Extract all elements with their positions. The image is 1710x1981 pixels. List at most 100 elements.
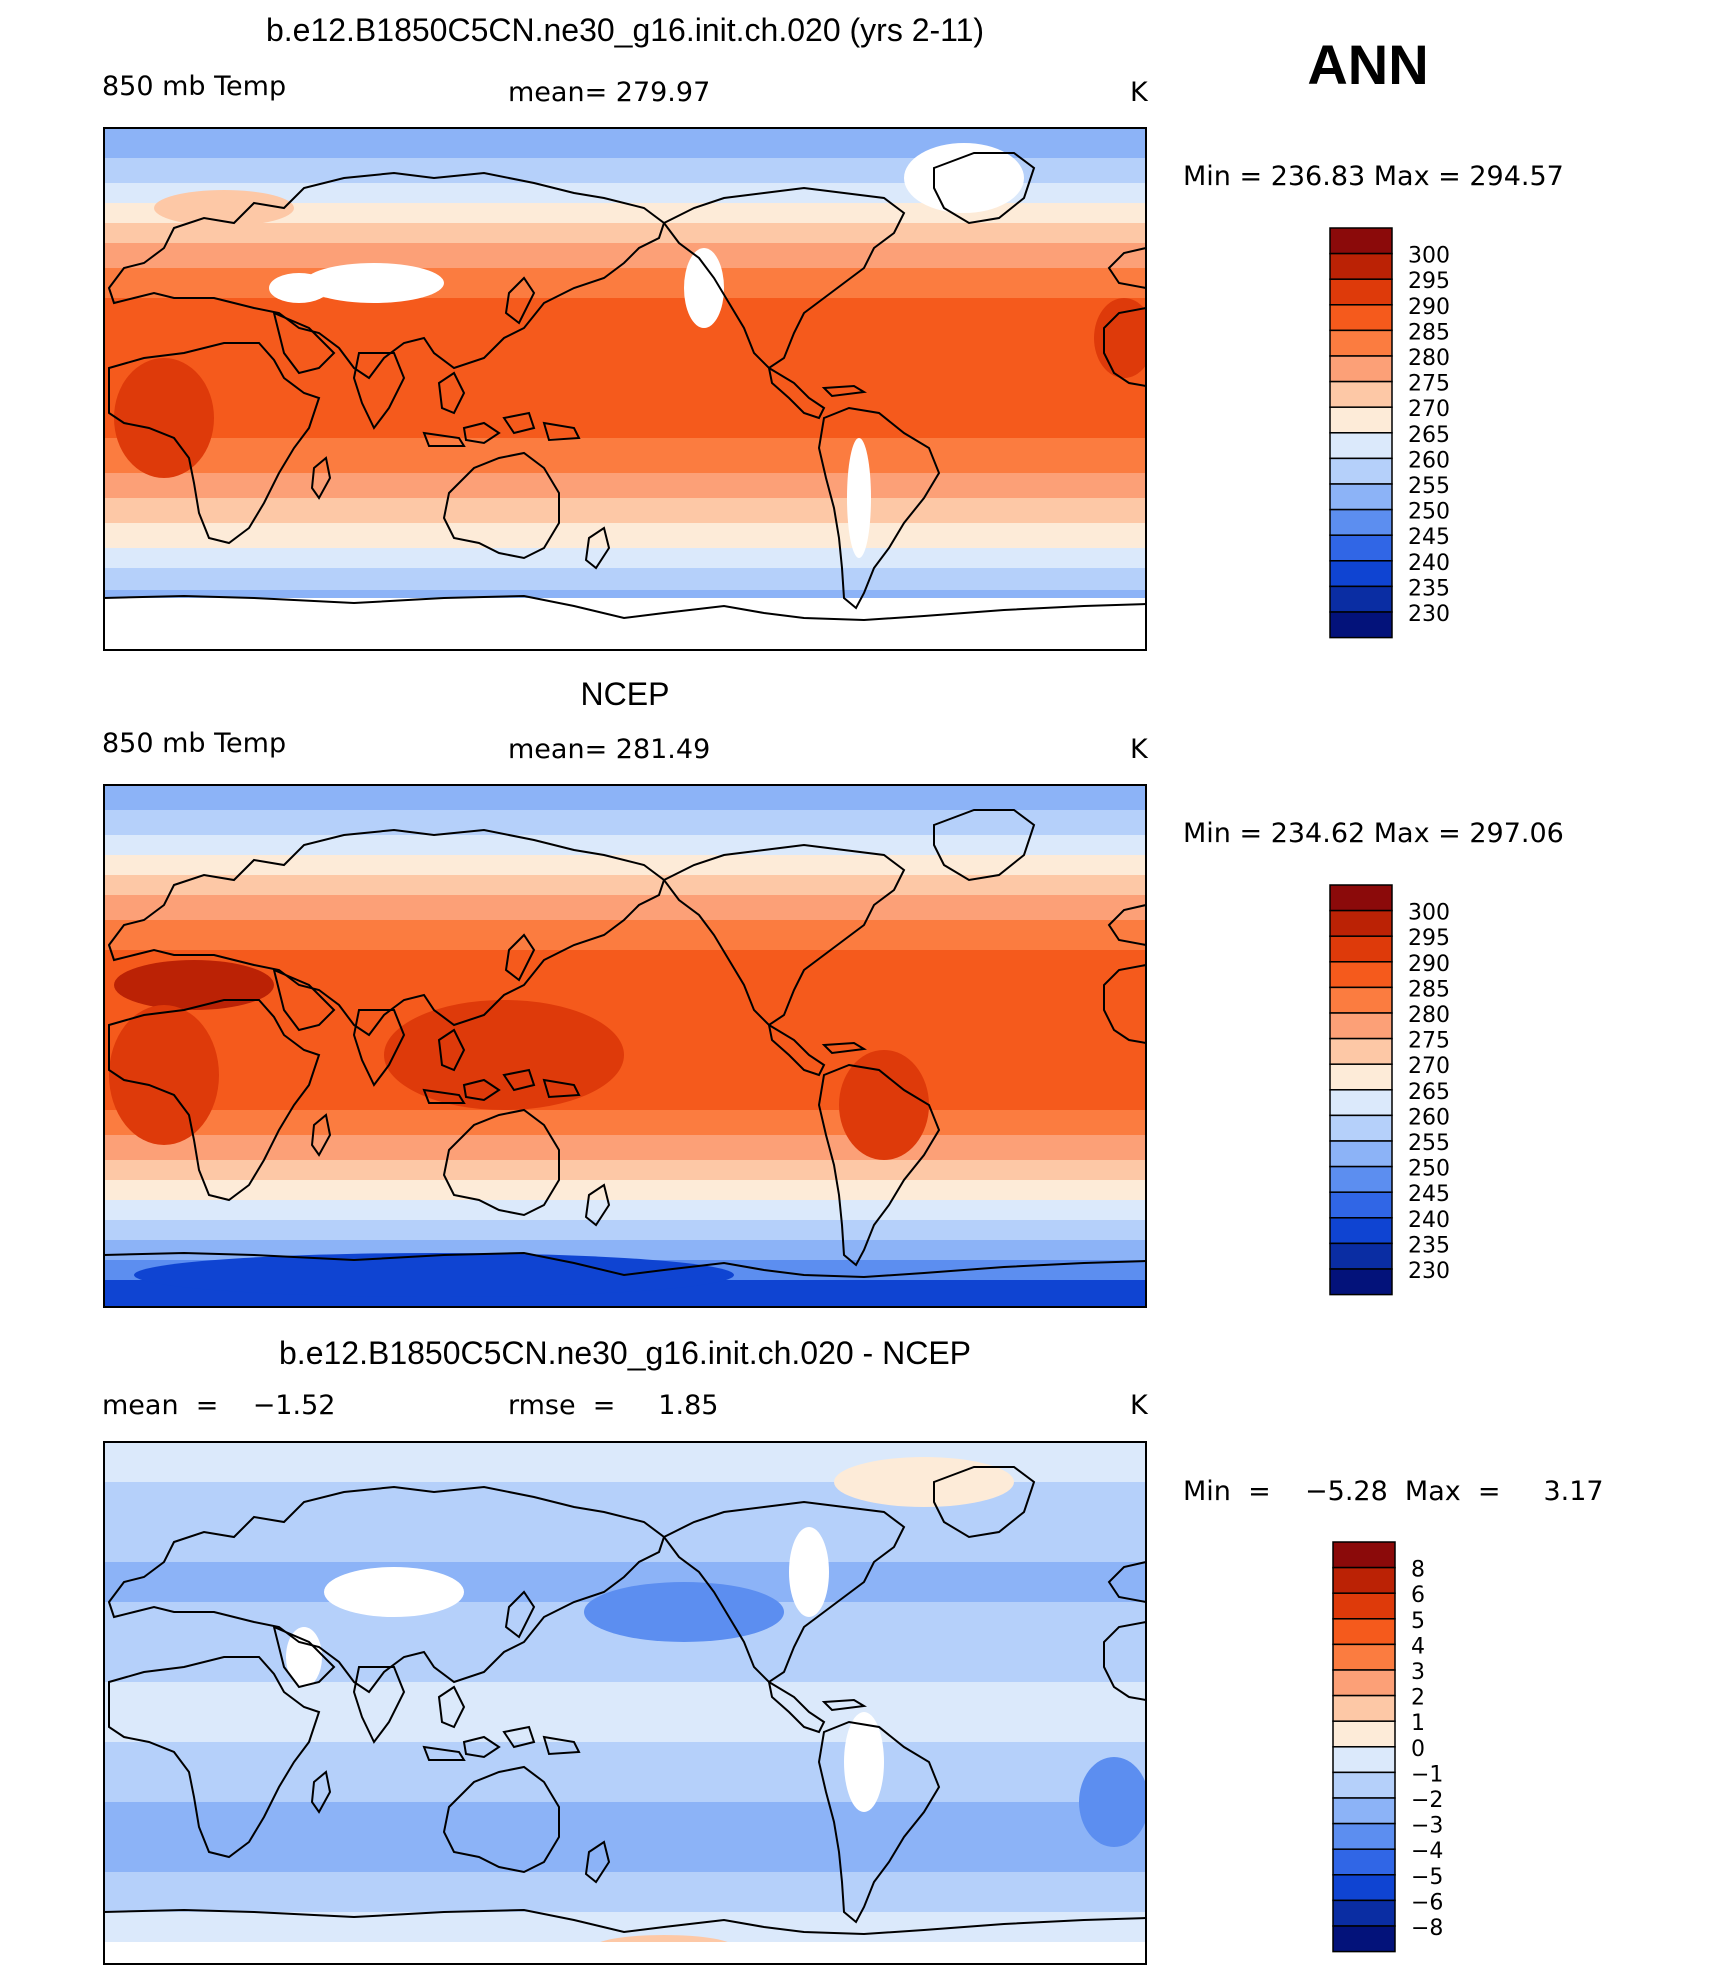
field-blob [834, 1457, 1014, 1507]
colorbar-swatch [1329, 909, 1393, 937]
colorbar-label: 245 [1408, 1182, 1450, 1207]
colorbar-label: 280 [1408, 1003, 1450, 1028]
colorbar-label: 265 [1408, 423, 1450, 448]
missing-data [269, 273, 329, 303]
colorbar-label: 290 [1408, 952, 1450, 977]
colorbar-label: −3 [1411, 1814, 1443, 1839]
colorbar-swatch [1332, 1746, 1396, 1774]
colorbar-label: 5 [1411, 1609, 1425, 1634]
panel-left-label: 850 mb Temp [102, 728, 286, 759]
colorbar-swatch [1332, 1694, 1396, 1722]
field-blob [584, 1582, 784, 1642]
missing-data [844, 1712, 884, 1812]
field-blob [1079, 1757, 1146, 1847]
colorbar-label: 250 [1408, 1157, 1450, 1182]
panel-title: b.e12.B1850C5CN.ne30_g16.init.ch.020 (yr… [266, 12, 984, 48]
contour-band [104, 438, 1146, 473]
colorbar-label: 280 [1408, 346, 1450, 371]
missing-data [304, 263, 444, 303]
colorbar-label: 270 [1408, 397, 1450, 422]
colorbar-label: 265 [1408, 1080, 1450, 1105]
contour-band [104, 1135, 1146, 1160]
field-blob [864, 1562, 984, 1602]
colorbar-swatch [1329, 534, 1393, 562]
colorbar-swatch [1329, 1037, 1393, 1065]
contour-band [104, 1200, 1146, 1220]
contour-band [104, 855, 1146, 875]
colorbar-swatch [1332, 1643, 1396, 1671]
colorbar-swatch [1329, 1217, 1393, 1245]
field-blob [154, 190, 294, 226]
colorbar-swatch [1332, 1797, 1396, 1825]
colorbar-swatch [1332, 1566, 1396, 1594]
colorbar-swatch [1329, 329, 1393, 357]
colorbar-swatch [1329, 432, 1393, 460]
contour-band [104, 895, 1146, 920]
colorbar-swatch [1329, 355, 1393, 383]
colorbar-swatch [1329, 986, 1393, 1014]
colorbar-label: 260 [1408, 448, 1450, 473]
colorbar-swatch [1329, 1140, 1393, 1168]
missing-data [847, 438, 871, 558]
colorbar-label: −1 [1411, 1762, 1443, 1787]
colorbar-label: 255 [1408, 1131, 1450, 1156]
colorbar-label: 240 [1408, 1208, 1450, 1233]
colorbar-swatch [1332, 1874, 1396, 1902]
panel-center-label: mean= 281.49 [508, 734, 710, 765]
contour-band [104, 920, 1146, 950]
colorbar-swatch [1332, 1592, 1396, 1620]
colorbar-swatch [1332, 1720, 1396, 1748]
contour-band [104, 875, 1146, 895]
contour-band [104, 1110, 1146, 1135]
colorbar-label: 300 [1408, 901, 1450, 926]
colorbar-label: 285 [1408, 320, 1450, 345]
min-max-label: Min = 236.83 Max = 294.57 [1183, 161, 1564, 192]
contour-band [104, 473, 1146, 498]
contour-band [104, 268, 1146, 298]
panel-model: b.e12.B1850C5CN.ne30_g16.init.ch.020 (yr… [102, 12, 1564, 651]
colorbar-label: 2 [1411, 1686, 1425, 1711]
colorbar-label: 275 [1408, 1029, 1450, 1054]
colorbar-label: 270 [1408, 1054, 1450, 1079]
missing-data [904, 143, 1024, 213]
min-max-label: Min = −5.28 Max = 3.17 [1183, 1476, 1604, 1507]
colorbar-swatch [1329, 1242, 1393, 1270]
colorbar-swatch [1329, 1191, 1393, 1219]
contour-band [104, 835, 1146, 855]
colorbar-label: 245 [1408, 525, 1450, 550]
contour-band [104, 785, 1146, 810]
colorbar-swatch [1329, 483, 1393, 511]
panel-left-label: 850 mb Temp [102, 71, 286, 102]
contour-band [104, 243, 1146, 268]
colorbar-label: −6 [1411, 1890, 1443, 1915]
field-blob [114, 960, 274, 1010]
colorbar-swatch [1332, 1899, 1396, 1927]
colorbar-label: 235 [1408, 576, 1450, 601]
panel-title: NCEP [581, 676, 670, 712]
panel-units: K [1130, 77, 1149, 108]
contour-band [104, 523, 1146, 548]
colorbar-label: 275 [1408, 372, 1450, 397]
map-panel-obs [103, 784, 1147, 1308]
contour-band [104, 1180, 1146, 1200]
field-blob [114, 358, 214, 478]
contour-band [104, 1220, 1146, 1240]
colorbar-swatch [1332, 1925, 1396, 1953]
colorbar-label: 250 [1408, 500, 1450, 525]
colorbar-swatch [1329, 1268, 1393, 1296]
colorbar-swatch [1329, 1089, 1393, 1117]
field-blob [109, 1005, 219, 1145]
colorbar-swatch [1332, 1669, 1396, 1697]
colorbar-swatch [1329, 935, 1393, 963]
contour-band [104, 1872, 1146, 1912]
missing-data [684, 248, 724, 328]
colorbar-swatch [1332, 1848, 1396, 1876]
colorbar-label: 295 [1408, 269, 1450, 294]
colorbar-swatch [1329, 1165, 1393, 1193]
field-blob [839, 1050, 929, 1160]
min-max-label: Min = 234.62 Max = 297.06 [1183, 818, 1564, 849]
colorbar-model: 3002952902852802752702652602552502452402… [1329, 227, 1450, 639]
colorbar-swatch [1329, 406, 1393, 434]
colorbar-label: 260 [1408, 1105, 1450, 1130]
